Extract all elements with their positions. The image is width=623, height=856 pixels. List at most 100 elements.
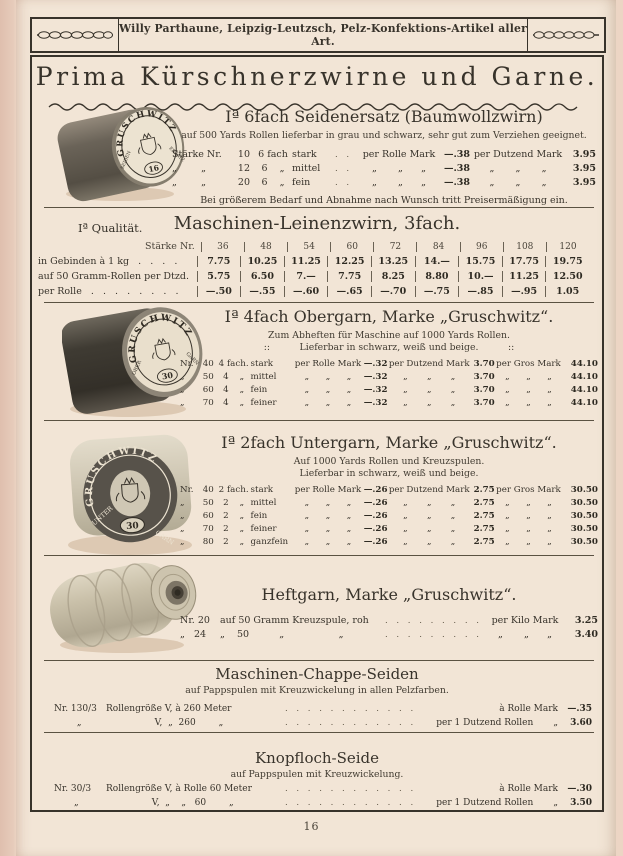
price-cell: 2.75 bbox=[473, 537, 495, 547]
table-row: „ „ 12 6 „ mittel „ „ „ —.38 „ „ „ 3.95 bbox=[172, 162, 596, 176]
table-cell: 2 „ bbox=[223, 537, 245, 547]
price-cell: 44.10 bbox=[570, 372, 598, 382]
obergarn-spool-photo: GRUSCHWITZ OBER GARN 30 bbox=[61, 307, 208, 423]
price-table: Nr. 20 auf 50 Gramm Kreuzspule, roh per … bbox=[180, 614, 598, 642]
section-heading: Maschinen-Chappe-Seiden bbox=[215, 665, 419, 683]
section-subheading: auf Pappspulen mit Kreuzwickelung. bbox=[230, 769, 404, 780]
table-cell: Nr. bbox=[180, 359, 194, 369]
column-header: 60 bbox=[330, 242, 373, 252]
table-row: „ 70 4 „ feiner „ „ „ —.32 „ „ „ 3.70 „ … bbox=[180, 397, 598, 410]
price-cell: 15.75 bbox=[458, 256, 502, 267]
content-frame: Prima Kürschnerzwirne und Garne. GRUSCHW… bbox=[30, 55, 604, 812]
table-cell: mittel bbox=[250, 498, 277, 508]
table-cell: „ „ „ bbox=[403, 498, 456, 508]
table-cell: per Kilo Mark bbox=[491, 615, 559, 626]
table-cell: per 1 Dutzend Rollen „ bbox=[436, 717, 558, 728]
table-cell: „ „ „ bbox=[403, 537, 456, 547]
dot-leader bbox=[285, 797, 413, 811]
table-cell: per Gros Mark bbox=[496, 485, 561, 495]
section-heading: Iª 4fach Obergarn, Marke „Gruschwitz“. bbox=[224, 307, 554, 326]
price-cell: —.26 bbox=[363, 537, 388, 547]
table-cell: „ „ „ bbox=[403, 385, 456, 395]
price-cell: —.38 bbox=[443, 177, 470, 188]
dot-leader bbox=[335, 148, 355, 162]
price-cell: 14.— bbox=[414, 256, 459, 267]
table-cell: „ „ bbox=[172, 163, 207, 174]
price-cell: 2.75 bbox=[473, 498, 495, 508]
table-cell: „ „ „ bbox=[497, 629, 553, 640]
price-cell: 11.25 bbox=[283, 256, 328, 267]
dot-leader bbox=[335, 162, 355, 176]
price-cell: 19.75 bbox=[545, 256, 589, 267]
column-header: 96 bbox=[459, 242, 503, 252]
table-row: „ 70 2 „ feiner „ „ „ —.26 „ „ „ 2.75 „ … bbox=[180, 523, 598, 536]
table-row: Nr. 40 4 fach. stark per Rolle Mark —.32… bbox=[180, 358, 598, 371]
column-header-label: Stärke Nr. bbox=[145, 241, 195, 252]
price-cell: 5.75 bbox=[196, 271, 241, 282]
price-cell: 7.75 bbox=[196, 256, 241, 267]
seidenersatz-spool-photo: GRUSCHWITZ SEIDEN ERSATZ 16 bbox=[56, 103, 192, 206]
section-subheading: Auf 1000 Yards Rollen und Kreuzspulen. bbox=[293, 456, 485, 467]
section-note: Bei größerem Bedarf und Abnahme nach Wun… bbox=[200, 195, 568, 206]
table-cell: per Dutzend Mark bbox=[388, 359, 470, 369]
price-cell: —.50 bbox=[196, 286, 241, 297]
table-cell: à Rolle Mark bbox=[499, 704, 558, 714]
dot-leader bbox=[285, 703, 413, 717]
table-row: auf 50 Gramm-Rollen per Dtzd. 5.75 6.50 7.… bbox=[38, 271, 589, 286]
price-cell: —.38 bbox=[443, 149, 470, 160]
price-cell: 3.95 bbox=[572, 177, 596, 188]
table-row: „ 24 „ 50 „ „ „ „ „ 3.40 bbox=[180, 628, 598, 642]
table-cell: per 1 Dutzend Rollen „ bbox=[436, 797, 558, 808]
heftgarn-spool-photo bbox=[44, 557, 209, 659]
table-cell: „ „ „ bbox=[489, 163, 547, 174]
price-cell: —.26 bbox=[363, 511, 388, 521]
table-cell: 12 bbox=[237, 163, 250, 174]
table-header-row: Stärke Nr. 36 48 54 60 72 84 96 108 120 bbox=[38, 241, 589, 256]
price-cell: 3.25 bbox=[574, 615, 598, 626]
table-cell: 10 bbox=[237, 149, 250, 160]
table-cell: fein bbox=[250, 385, 268, 395]
price-cell: 11.25 bbox=[501, 271, 546, 282]
table-cell: „ „ „ bbox=[505, 511, 552, 521]
table-cell: 50 bbox=[202, 372, 214, 382]
table-cell: „ „ „ bbox=[304, 524, 352, 534]
section-heftgarn: Heftgarn, Marke „Gruschwitz“. Nr. 20 auf… bbox=[180, 585, 598, 642]
price-cell: 44.10 bbox=[570, 359, 598, 369]
leinenzwirn-table: Stärke Nr. 36 48 54 60 72 84 96 108 120 in Gebin… bbox=[38, 241, 589, 301]
price-cell: 10.— bbox=[458, 271, 502, 282]
table-cell: „ bbox=[180, 385, 185, 395]
table-cell: „ bbox=[180, 498, 185, 508]
price-cell: —.65 bbox=[327, 286, 371, 297]
price-cell: 3.70 bbox=[473, 372, 495, 382]
price-cell: 3.40 bbox=[574, 629, 598, 640]
price-cell: 2.75 bbox=[473, 485, 495, 495]
price-cell: 7.75 bbox=[327, 271, 371, 282]
table-cell: „ bbox=[180, 537, 185, 547]
price-cell: —.26 bbox=[363, 498, 388, 508]
table-cell: „ „ „ bbox=[304, 372, 352, 382]
row-label: per Rolle . . . . . . . . bbox=[38, 286, 179, 297]
section-chappe: Nr. 130/3 Rollengröße V, à 260 Meter à R… bbox=[54, 703, 592, 730]
table-cell: Stärke Nr. bbox=[172, 149, 222, 160]
table-row: Stärke Nr. 10 6 fach stark per Rolle Mar… bbox=[172, 148, 596, 162]
table-cell: 40 bbox=[202, 485, 214, 495]
table-cell: „ bbox=[180, 372, 185, 382]
table-cell: mittel bbox=[250, 372, 277, 382]
table-cell: Nr. 30/3 bbox=[54, 784, 92, 794]
table-cell: 50 bbox=[202, 498, 214, 508]
table-row: „ „ 20 6 „ fein „ „ „ —.38 „ „ „ 3.95 bbox=[172, 176, 596, 190]
publisher-line: Willy Parthaune, Leipzig-Leutzsch, Pelz-… bbox=[119, 22, 527, 48]
table-cell: Nr. 20 bbox=[180, 615, 210, 626]
price-cell: 13.25 bbox=[370, 256, 415, 267]
section-divider bbox=[44, 302, 594, 304]
table-cell: Nr. bbox=[180, 485, 194, 495]
column-header: 72 bbox=[373, 242, 416, 252]
price-cell: —.26 bbox=[363, 524, 388, 534]
price-cell: —.32 bbox=[363, 398, 388, 408]
chain-ornament-icon bbox=[37, 31, 113, 39]
price-cell: 30.50 bbox=[570, 511, 598, 521]
table-row: „ 50 4 „ mittel „ „ „ —.32 „ „ „ 3.70 „ … bbox=[180, 371, 598, 384]
price-cell: 3.50 bbox=[570, 797, 592, 808]
section-divider bbox=[44, 207, 594, 209]
table-cell: 6 „ bbox=[261, 177, 285, 188]
